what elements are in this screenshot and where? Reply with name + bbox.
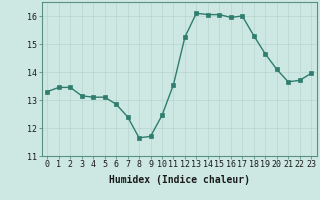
X-axis label: Humidex (Indice chaleur): Humidex (Indice chaleur) (109, 175, 250, 185)
